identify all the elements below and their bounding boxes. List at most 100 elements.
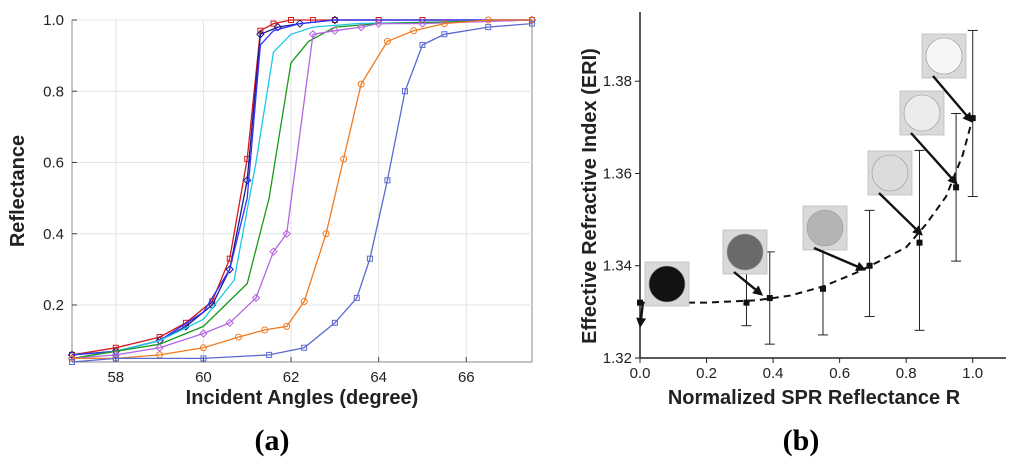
- panel-b-pointer-arrow: [733, 271, 760, 293]
- panel-a-data-point: [261, 326, 269, 334]
- panel-a-x-tick-label: 62: [283, 369, 300, 386]
- panel-a-data-point: [301, 344, 308, 351]
- panel-a-data-point: [330, 26, 340, 35]
- panel-a-data-point: [353, 294, 360, 301]
- panel-b-inset-disc: [726, 233, 764, 271]
- panel-a-y-tick-label: 0.6: [43, 155, 64, 172]
- panel-b-y-tick-label: 1.36: [603, 165, 632, 182]
- panel-a-data-point: [182, 319, 189, 326]
- panel-a-data-point: [374, 19, 383, 28]
- panel-b-x-tick-label: 0.4: [763, 365, 784, 382]
- panel-a-data-point: [356, 22, 366, 32]
- panel-b-x-axis-label: Normalized SPR Reflectance R: [668, 387, 961, 409]
- panel-a-data-point: [266, 351, 273, 358]
- panel-b-arrowhead: [752, 285, 764, 296]
- panel-a-x-axis-label: Incident Angles (degree): [186, 387, 419, 409]
- panel-a-data-point: [112, 344, 119, 351]
- panel-a-y-axis-label: Reflectance: [7, 135, 29, 247]
- panel-a-data-point: [282, 229, 291, 238]
- panel-b-x-tick-label: 0.0: [630, 365, 651, 382]
- panel-a-data-point: [528, 16, 536, 24]
- panel-b-inset-disc: [806, 209, 844, 247]
- panel-b-data-point: [766, 295, 773, 302]
- panel-b-y-tick-label: 1.34: [603, 258, 632, 275]
- panel-b-arrowhead: [855, 261, 867, 272]
- panel-a-data-point: [330, 15, 340, 25]
- panel-b-x-tick-label: 0.6: [829, 365, 850, 382]
- panel-a-data-point: [283, 322, 291, 330]
- panel-a-data-point: [300, 297, 308, 305]
- panel-b-arrowhead: [947, 174, 958, 185]
- panel-a-data-point: [383, 37, 391, 45]
- panel-a-data-point: [256, 30, 265, 39]
- panel-a-data-point: [199, 344, 207, 352]
- panel-b-inset-disc: [903, 94, 941, 132]
- panel-b-arrowhead: [636, 317, 647, 329]
- panel-a-data-point: [234, 333, 242, 341]
- panel-a-data-point: [288, 17, 295, 23]
- panel-a-series-line: [71, 19, 533, 360]
- panel-a-y-tick-label: 0.2: [43, 297, 64, 314]
- panel-b-inset-disc: [925, 37, 963, 75]
- panel-a-x-tick-label: 60: [195, 369, 212, 386]
- panel-b-label: (b): [783, 424, 820, 457]
- panel-a-label: (a): [255, 424, 290, 457]
- panel-b-pointer-arrow: [878, 192, 920, 233]
- panel-a-data-point: [156, 334, 163, 341]
- panel-a-x-tick-label: 66: [458, 369, 475, 386]
- panel-a-data-point: [295, 19, 305, 28]
- panel-a-data-point: [384, 177, 391, 184]
- panel-a-series-line: [72, 19, 532, 360]
- panel-a-data-point: [441, 31, 448, 38]
- panel-a-data-point: [440, 20, 448, 28]
- panel-a-y-tick-label: 0.8: [43, 83, 64, 100]
- panel-a-data-point: [331, 319, 338, 326]
- panel-b-data-point: [916, 239, 923, 246]
- panel-b-x-tick-label: 0.2: [696, 365, 717, 382]
- panel-a-data-point: [257, 27, 264, 34]
- panel-b-arrowhead: [912, 225, 923, 236]
- panel-b-y-axis-label: Effective Refractive Index (ERI): [579, 48, 601, 344]
- panel-a-data-point: [269, 247, 278, 256]
- panel-a-x-tick-label: 64: [370, 369, 387, 386]
- panel-a-data-point: [366, 255, 373, 262]
- panel-a-x-tick-label: 58: [107, 369, 124, 386]
- panel-a-data-point: [529, 20, 535, 27]
- panel-a-data-point: [199, 329, 208, 338]
- panel-b-data-point: [743, 299, 750, 306]
- panel-a-data-point: [243, 176, 252, 185]
- panel-a-y-tick-label: 1.0: [43, 12, 64, 29]
- panel-a-data-point: [401, 88, 408, 95]
- panel-b-inset-disc: [648, 265, 686, 303]
- panel-a-data-point: [251, 293, 261, 303]
- panel-a-data-point: [225, 318, 234, 328]
- panel-b-x-tick-label: 1.0: [962, 365, 983, 382]
- panel-b-data-point: [866, 262, 873, 269]
- panel-a-data-point: [308, 30, 318, 39]
- panel-a-series-line: [71, 22, 533, 363]
- panel-b-pointer-arrow: [813, 246, 862, 270]
- panel-b-arrowhead: [962, 111, 973, 123]
- panel-b-y-tick-label: 1.38: [603, 73, 632, 90]
- panel-a: 58 60 62 64 66 0.2 0.4 0.6 0.8 1.0 Incident Angl…: [7, 12, 537, 457]
- panel-b-inset-disc: [871, 154, 909, 192]
- panel-a-data-point: [340, 155, 348, 163]
- panel-b-data-point: [637, 299, 643, 306]
- panel-a-data-point: [484, 16, 492, 24]
- panel-a-plot-area: [71, 19, 533, 363]
- panel-a-data-point: [322, 230, 330, 238]
- panel-a-data-point: [418, 19, 427, 28]
- panel-b-data-point: [820, 285, 826, 292]
- panel-b-y-tick-label: 1.32: [603, 350, 632, 367]
- panel-a-y-tick-label: 0.4: [43, 226, 64, 243]
- panel-a-data-point: [419, 41, 426, 48]
- panel-b-data-point: [953, 184, 960, 191]
- panel-a-series-line: [71, 19, 533, 360]
- panel-a-data-point: [410, 27, 418, 35]
- panel-b-x-tick-label: 0.8: [896, 365, 917, 382]
- panel-a-data-point: [357, 80, 365, 88]
- panel-a-data-point: [270, 20, 277, 27]
- panel-b: 0.0 0.2 0.4 0.6 0.8 1.0 1.32 1.34 1.36 1.38 Norm…: [579, 12, 1006, 457]
- panel-a-data-point: [155, 343, 164, 352]
